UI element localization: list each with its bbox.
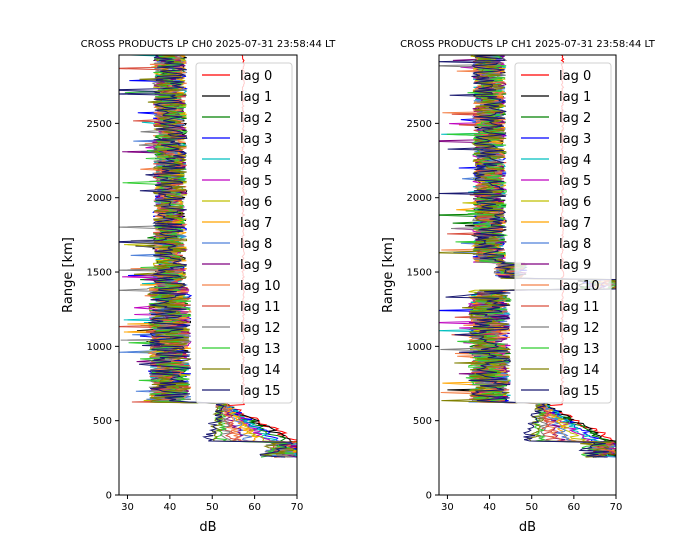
- y-tick-label: 2000: [87, 193, 112, 204]
- y-tick-label: 2000: [407, 193, 432, 204]
- chart-panel-0: CROSS PRODUCTS LP CH0 2025-07-31 23:58:4…: [61, 39, 336, 535]
- legend-label: lag 2: [240, 111, 272, 126]
- x-tick-label: 50: [206, 502, 219, 513]
- series-line: [439, 55, 616, 458]
- legend-label: lag 5: [559, 174, 591, 189]
- x-tick-label: 40: [483, 502, 496, 513]
- legend-label: lag 3: [559, 132, 591, 147]
- legend-label: lag 8: [240, 237, 272, 252]
- y-tick-label: 2500: [87, 119, 112, 130]
- chart-title: CROSS PRODUCTS LP CH1 2025-07-31 23:58:4…: [400, 39, 656, 50]
- y-tick-label: 1500: [407, 268, 432, 279]
- legend-label: lag 9: [559, 258, 591, 273]
- legend-label: lag 15: [559, 384, 600, 399]
- x-tick-label: 50: [525, 502, 538, 513]
- legend-label: lag 6: [240, 195, 272, 210]
- series-line: [439, 55, 616, 458]
- chart-title: CROSS PRODUCTS LP CH0 2025-07-31 23:58:4…: [81, 39, 337, 50]
- y-axis-label: Range [km]: [61, 237, 76, 313]
- legend-label: lag 0: [240, 69, 272, 84]
- axes-frame: [438, 54, 617, 496]
- x-tick-label: 60: [248, 502, 261, 513]
- y-tick-label: 500: [93, 416, 112, 427]
- legend-box: [195, 62, 293, 404]
- legend-label: lag 0: [559, 69, 591, 84]
- x-tick-label: 30: [441, 502, 454, 513]
- x-tick-label: 70: [291, 502, 304, 513]
- y-tick-label: 1000: [407, 342, 432, 353]
- legend-label: lag 5: [240, 174, 272, 189]
- legend-label: lag 4: [559, 153, 591, 168]
- legend-label: lag 13: [559, 342, 600, 357]
- axes-frame: [118, 54, 298, 496]
- legend-label: lag 6: [559, 195, 591, 210]
- legend: lag 0 lag 1 lag 2 lag 3 lag 4 lag 5 lag 6 lag 7…: [195, 62, 293, 404]
- legend-label: lag 1: [559, 90, 591, 105]
- y-tick-label: 0: [426, 491, 432, 502]
- legend-label: lag 15: [240, 384, 281, 399]
- x-tick-label: 70: [610, 502, 623, 513]
- legend-box: [514, 62, 612, 404]
- legend-label: lag 11: [559, 300, 600, 315]
- x-tick-label: 40: [163, 502, 176, 513]
- legend-label: lag 10: [240, 279, 281, 294]
- series-lines: [119, 55, 297, 458]
- legend-label: lag 14: [559, 363, 600, 378]
- legend-label: lag 13: [240, 342, 281, 357]
- legend-label: lag 11: [240, 300, 281, 315]
- legend-label: lag 14: [240, 363, 281, 378]
- legend-label: lag 8: [559, 237, 591, 252]
- legend-label: lag 12: [559, 321, 600, 336]
- legend-label: lag 1: [240, 90, 272, 105]
- y-axis-label: Range [km]: [381, 237, 396, 313]
- x-tick-label: 30: [121, 502, 134, 513]
- series-lines: [439, 55, 616, 458]
- legend-label: lag 7: [240, 216, 272, 231]
- x-tick-label: 60: [567, 502, 580, 513]
- legend-label: lag 3: [240, 132, 272, 147]
- x-axis-label: dB: [519, 520, 536, 535]
- legend: lag 0 lag 1 lag 2 lag 3 lag 4 lag 5 lag 6 lag 7…: [514, 62, 612, 404]
- legend-label: lag 12: [240, 321, 281, 336]
- y-tick-label: 2500: [407, 119, 432, 130]
- legend-label: lag 9: [240, 258, 272, 273]
- y-tick-label: 500: [413, 416, 432, 427]
- y-tick-label: 1500: [87, 268, 112, 279]
- legend-label: lag 7: [559, 216, 591, 231]
- legend-label: lag 10: [559, 279, 600, 294]
- chart-panel-1: CROSS PRODUCTS LP CH1 2025-07-31 23:58:4…: [381, 39, 656, 535]
- y-tick-label: 1000: [87, 342, 112, 353]
- series-line: [119, 55, 294, 458]
- y-tick-label: 0: [106, 491, 112, 502]
- legend-label: lag 2: [559, 111, 591, 126]
- legend-label: lag 4: [240, 153, 272, 168]
- x-axis-label: dB: [199, 520, 216, 535]
